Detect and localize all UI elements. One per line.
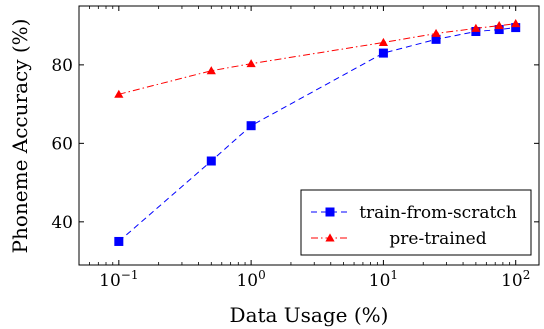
series-layer xyxy=(114,19,521,246)
x-tick-label: 10−1 xyxy=(99,268,138,291)
y-tick-label: 80 xyxy=(51,56,73,76)
major-ticks: 10−1 100 101 102 40 60 80 xyxy=(51,6,539,291)
data-point xyxy=(494,25,504,35)
data-point xyxy=(431,28,441,37)
data-point xyxy=(494,21,504,30)
x-axis-label: Data Usage (%) xyxy=(230,303,389,327)
x-tick-label: 102 xyxy=(501,268,530,291)
data-point xyxy=(114,89,124,98)
legend-items: train-from-scratch pre-trained xyxy=(311,203,517,249)
y-tick-label: 40 xyxy=(51,213,73,233)
data-point xyxy=(246,59,256,68)
data-point xyxy=(206,156,216,166)
legend-marker xyxy=(325,207,335,217)
data-point xyxy=(114,236,124,246)
legend-box xyxy=(300,189,532,256)
legend: train-from-scratch pre-trained xyxy=(300,189,532,256)
plot-frame xyxy=(78,5,540,266)
x-tick-label: 100 xyxy=(236,268,265,291)
data-point xyxy=(378,37,389,46)
data-point xyxy=(206,66,216,75)
series-1 xyxy=(114,19,521,98)
data-point xyxy=(471,23,481,32)
legend-label: train-from-scratch xyxy=(359,203,517,223)
minor-ticks xyxy=(78,6,511,265)
data-point xyxy=(511,23,521,33)
y-tick-label: 60 xyxy=(51,134,73,154)
data-point xyxy=(511,19,521,28)
series-line xyxy=(118,23,516,95)
x-tick-label: 101 xyxy=(369,268,398,291)
data-point xyxy=(246,121,256,131)
y-axis-label: Phoneme Accuracy (%) xyxy=(8,19,32,254)
legend-label: pre-trained xyxy=(389,229,486,249)
data-point xyxy=(378,48,388,58)
legend-marker xyxy=(325,233,335,242)
data-point xyxy=(431,34,441,44)
